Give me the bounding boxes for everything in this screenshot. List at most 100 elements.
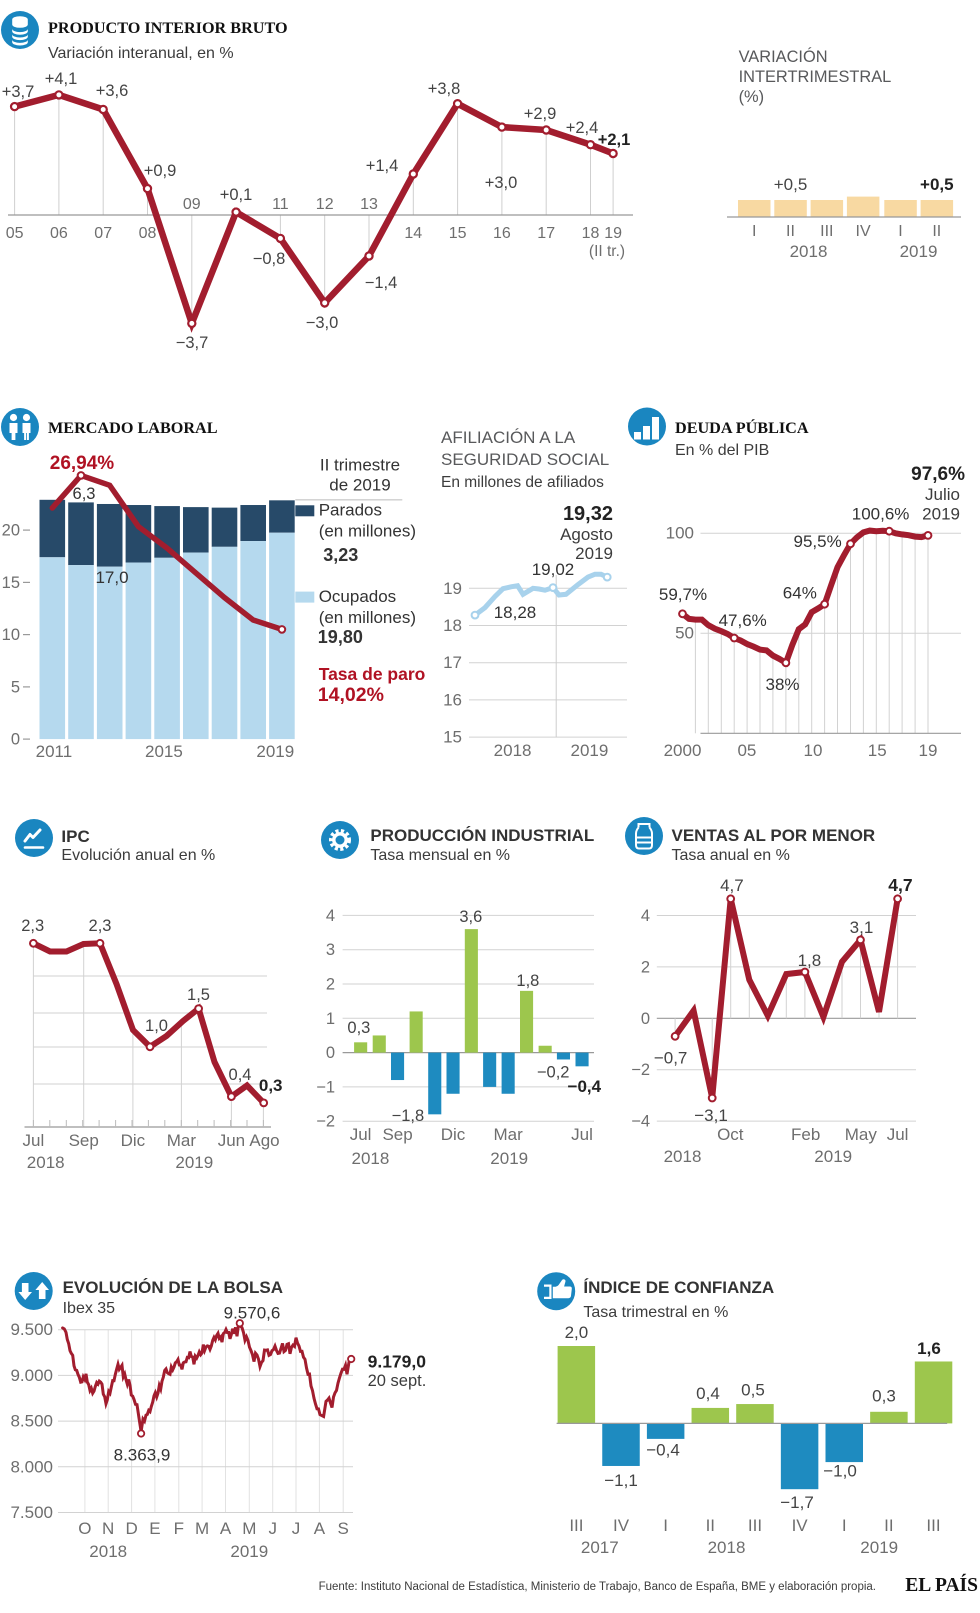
svg-text:09: 09 [183,196,201,213]
svg-text:−1,8: −1,8 [392,1107,425,1125]
svg-text:7.500: 7.500 [10,1503,53,1522]
svg-text:+0,1: +0,1 [220,186,253,204]
svg-text:17: 17 [537,225,555,242]
svg-text:1,6: 1,6 [917,1339,941,1358]
svg-text:19: 19 [604,225,622,242]
svg-text:Tasa trimestral en %: Tasa trimestral en % [583,1304,728,1321]
svg-text:II trimestre: II trimestre [320,456,400,475]
svg-text:Jun: Jun [218,1131,245,1150]
svg-text:2019: 2019 [922,505,960,524]
svg-text:20 sept.: 20 sept. [368,1372,427,1390]
svg-text:II: II [706,1516,715,1535]
svg-text:9.000: 9.000 [10,1366,53,1385]
svg-text:19,32: 19,32 [563,503,613,525]
svg-text:O: O [78,1519,91,1538]
svg-text:Jul: Jul [887,1125,909,1144]
svg-text:Fuente: Instituto Nacional de: Fuente: Instituto Nacional de Estadístic… [319,1581,876,1593]
svg-text:I: I [898,223,902,240]
svg-text:0,3: 0,3 [259,1076,283,1095]
svg-text:2018: 2018 [494,741,532,760]
svg-text:A: A [220,1519,232,1538]
svg-text:07: 07 [94,225,112,242]
svg-text:AFILIACIÓN A LA: AFILIACIÓN A LA [441,428,576,447]
svg-text:S: S [338,1519,349,1538]
svg-text:+0,9: +0,9 [144,162,177,180]
svg-text:08: 08 [139,225,157,242]
svg-text:Sep: Sep [382,1125,412,1144]
svg-text:8.363,9: 8.363,9 [114,1446,171,1465]
svg-text:2018: 2018 [27,1153,65,1172]
svg-text:−3,7: −3,7 [176,334,209,352]
svg-text:I: I [752,223,756,240]
svg-text:+0,5: +0,5 [774,175,808,194]
svg-text:2018: 2018 [790,242,828,261]
svg-text:−2: −2 [631,1061,650,1079]
svg-text:−1,7: −1,7 [780,1493,814,1512]
svg-text:+2,9: +2,9 [524,105,557,123]
svg-text:2019: 2019 [490,1149,528,1168]
svg-text:Jul: Jul [571,1125,593,1144]
svg-text:12: 12 [316,196,334,213]
svg-text:ÍNDICE DE CONFIANZA: ÍNDICE DE CONFIANZA [583,1278,774,1297]
svg-text:VARIACIÓN: VARIACIÓN [739,47,828,66]
svg-text:II: II [786,223,795,240]
svg-text:2,0: 2,0 [565,1323,589,1342]
svg-text:0: 0 [11,731,20,749]
svg-text:2019: 2019 [814,1147,852,1166]
svg-text:2: 2 [326,976,335,994]
svg-text:III: III [569,1516,583,1535]
svg-text:Tasa mensual en %: Tasa mensual en % [370,847,510,864]
svg-text:2019: 2019 [900,242,938,261]
svg-text:PRODUCCIÓN INDUSTRIAL: PRODUCCIÓN INDUSTRIAL [370,826,594,845]
svg-text:III: III [820,223,833,240]
svg-text:1,5: 1,5 [187,986,210,1004]
svg-text:05: 05 [737,741,756,760]
svg-text:18: 18 [582,225,600,242]
svg-text:15: 15 [2,574,20,592]
svg-text:2019: 2019 [175,1153,213,1172]
svg-text:F: F [174,1519,184,1538]
svg-text:−0,7: −0,7 [654,1049,688,1068]
svg-text:100,6%: 100,6% [852,505,910,524]
svg-text:1,8: 1,8 [516,972,539,990]
svg-text:1,0: 1,0 [145,1017,168,1035]
svg-text:4,7: 4,7 [720,876,744,895]
svg-text:Dic: Dic [121,1131,146,1150]
svg-text:2019: 2019 [575,544,613,563]
svg-text:Dic: Dic [441,1125,466,1144]
svg-text:+4,1: +4,1 [45,70,78,88]
svg-text:13: 13 [360,196,378,213]
svg-text:1: 1 [326,1010,335,1028]
svg-text:10: 10 [804,741,823,760]
svg-text:4: 4 [641,907,650,925]
svg-text:−1,4: −1,4 [365,274,398,292]
svg-text:−1,0: −1,0 [823,1462,857,1481]
svg-text:SEGURIDAD SOCIAL: SEGURIDAD SOCIAL [441,450,609,469]
svg-text:2,3: 2,3 [21,917,44,935]
svg-text:Tasa de paro: Tasa de paro [319,664,426,684]
svg-text:VENTAS AL POR MENOR: VENTAS AL POR MENOR [672,826,876,845]
svg-text:−0,8: −0,8 [253,250,286,268]
svg-text:+2,1: +2,1 [598,131,631,149]
svg-text:2000: 2000 [664,741,702,760]
svg-text:J: J [292,1519,301,1538]
svg-text:de 2019: de 2019 [329,476,390,495]
svg-text:IPC: IPC [61,827,89,846]
svg-text:I: I [663,1516,668,1535]
svg-text:14,02%: 14,02% [318,684,384,706]
svg-text:2019: 2019 [570,741,608,760]
svg-text:0: 0 [326,1044,335,1062]
svg-text:26,94%: 26,94% [50,453,115,474]
svg-text:95,5%: 95,5% [793,532,841,551]
svg-text:64%: 64% [783,584,817,603]
svg-text:2019: 2019 [230,1542,268,1561]
svg-text:A: A [314,1519,326,1538]
svg-text:15: 15 [443,728,462,747]
svg-text:19,80: 19,80 [318,627,363,647]
svg-text:11: 11 [272,196,289,213]
svg-text:18: 18 [443,616,462,635]
svg-text:2018: 2018 [89,1542,127,1561]
svg-text:IV: IV [792,1516,809,1535]
svg-text:15: 15 [449,225,467,242]
svg-text:2: 2 [641,958,650,976]
